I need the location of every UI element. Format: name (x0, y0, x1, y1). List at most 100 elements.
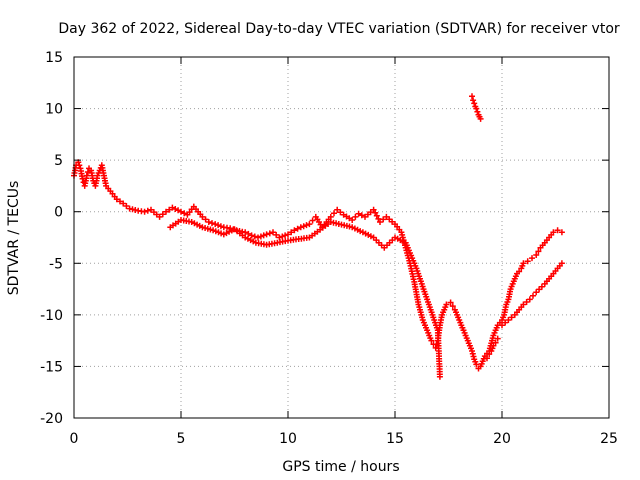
y-tick-label: 10 (45, 102, 63, 118)
axis-ticks: 0 5 10 15 20 25 -20 -15 -10 -5 0 5 10 15 (40, 50, 618, 447)
data-point (470, 97, 477, 104)
data-point (178, 208, 184, 215)
data-point (331, 210, 337, 217)
data-point (443, 301, 450, 308)
data-point (428, 337, 435, 344)
data-point (558, 229, 565, 236)
x-tick-label: 20 (493, 431, 511, 447)
data-point (83, 172, 90, 179)
chart-title: Day 362 of 2022, Sidereal Day-to-day VTE… (58, 21, 620, 37)
data-point (494, 335, 501, 342)
data-point (209, 220, 215, 227)
y-tick-label: 15 (45, 50, 63, 66)
data-point (554, 227, 561, 234)
data-point (251, 233, 258, 240)
data-point (473, 105, 480, 112)
data-point (337, 209, 344, 216)
data-point (377, 219, 383, 225)
data-point (558, 260, 565, 267)
data-point (156, 213, 163, 220)
data-point (303, 222, 310, 229)
data-point (263, 231, 270, 238)
data-point (533, 252, 540, 258)
data-point (212, 221, 219, 228)
data-point (508, 314, 515, 321)
data-point (76, 162, 83, 169)
data-point (141, 208, 148, 215)
data-point (181, 210, 188, 217)
y-tick-label: -10 (40, 308, 63, 324)
data-point (523, 299, 530, 305)
data-point (257, 233, 264, 240)
data-point (300, 223, 307, 230)
data-point (520, 301, 527, 308)
data-point (279, 233, 286, 240)
data-point (373, 212, 380, 219)
data-point (163, 208, 169, 215)
data-point (248, 232, 255, 239)
data-point (469, 93, 475, 100)
data-point (380, 216, 387, 223)
data-point (255, 234, 261, 241)
data-point (526, 296, 533, 303)
data-point (199, 213, 206, 220)
data-point (447, 299, 454, 306)
x-tick-label: 15 (386, 431, 404, 447)
data-point (486, 351, 493, 358)
data-point (217, 223, 224, 230)
data-point (449, 303, 456, 310)
x-tick-label: 0 (70, 431, 79, 447)
data-point (309, 217, 316, 224)
data-point (334, 206, 341, 213)
data-point (205, 219, 212, 225)
data-point (505, 317, 512, 323)
data-point (490, 342, 497, 349)
data-point (273, 231, 280, 238)
data-point (352, 213, 359, 220)
data-point (372, 209, 379, 216)
plot-frame (73, 56, 610, 419)
data-point (285, 231, 291, 238)
data-point (270, 229, 276, 236)
data-point (535, 248, 542, 255)
data-point (291, 227, 298, 234)
x-tick-label: 10 (279, 431, 297, 447)
x-tick-label: 5 (177, 431, 186, 447)
data-point (516, 268, 523, 275)
data-point (266, 230, 273, 237)
data-point (306, 221, 313, 228)
y-axis-label: SDTVAR / TECUs (6, 181, 22, 296)
data-point (358, 212, 365, 219)
data-point (499, 322, 505, 329)
data-point (327, 213, 334, 220)
data-point (529, 255, 535, 262)
y-tick-label: 5 (54, 153, 63, 169)
data-point (120, 200, 127, 207)
grid (74, 57, 609, 418)
data-point (166, 206, 173, 213)
y-tick-label: -5 (49, 256, 63, 272)
data-point (282, 232, 289, 239)
data-point (294, 225, 301, 232)
data-point (520, 260, 527, 267)
data-point (260, 232, 267, 239)
data-point (533, 289, 540, 296)
data-point (84, 169, 91, 175)
y-tick-label: -15 (40, 359, 63, 375)
data-point (524, 258, 531, 265)
data-point (538, 283, 545, 290)
data-point (288, 229, 295, 236)
data-point (355, 210, 362, 217)
data-point (530, 292, 536, 299)
data-point (297, 224, 304, 231)
data-point (215, 222, 222, 229)
data-point (349, 217, 356, 223)
data-points (71, 93, 565, 380)
data-point (436, 373, 443, 380)
data-point (123, 203, 130, 209)
data-point (492, 339, 499, 346)
data-point (473, 361, 480, 368)
data-point (471, 100, 478, 107)
data-point (477, 115, 484, 122)
x-tick-label: 25 (600, 431, 618, 447)
